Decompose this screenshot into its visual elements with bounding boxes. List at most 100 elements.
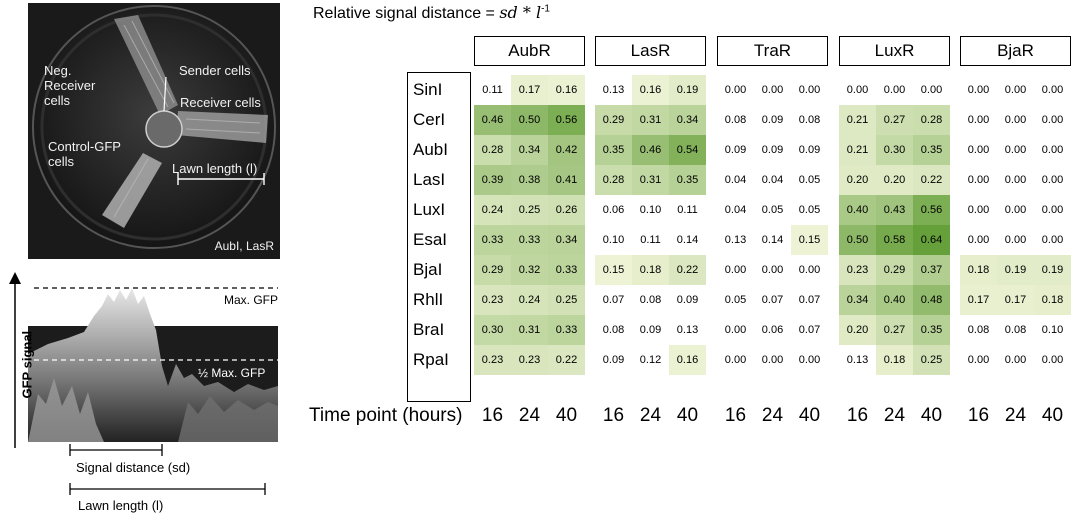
value-cell: 0.19 — [669, 75, 706, 105]
value-cell: 0.09 — [798, 144, 821, 156]
value-cell: 0.34 — [548, 225, 585, 255]
value-cell: 0.04 — [724, 174, 747, 186]
value-cell: 0.10 — [1041, 324, 1064, 336]
value-cell: 0.00 — [967, 84, 990, 96]
value-cell: 0.22 — [669, 255, 706, 285]
value-cell: 0.48 — [913, 285, 950, 315]
sender-label-luxi: LuxI — [413, 200, 446, 219]
value-cell: 0.00 — [724, 264, 747, 276]
value-cell: 0.00 — [1041, 354, 1064, 366]
value-cell: 0.07 — [602, 294, 625, 306]
value-cell: 0.31 — [632, 165, 669, 195]
value-cell: 0.42 — [548, 135, 585, 165]
value-cell: 0.30 — [474, 315, 511, 345]
time-point-tick: 40 — [555, 405, 578, 426]
value-cell: 0.10 — [639, 204, 662, 216]
value-cell: 0.00 — [1004, 204, 1027, 216]
value-cell: 0.28 — [474, 135, 511, 165]
value-cell: 0.18 — [960, 255, 997, 285]
value-cell: 0.11 — [640, 234, 661, 246]
value-cell: 0.16 — [669, 345, 706, 375]
value-cell: 0.00 — [920, 84, 943, 96]
value-cell: 0.35 — [595, 135, 632, 165]
plot-axes — [9, 272, 266, 495]
value-cell: 0.56 — [548, 105, 585, 135]
time-point-tick: 24 — [1004, 405, 1027, 426]
time-point-tick: 16 — [846, 405, 869, 426]
value-cell: 0.29 — [876, 255, 913, 285]
photo-corner-label: AubI, LasR — [214, 239, 274, 253]
value-cell: 0.20 — [839, 165, 876, 195]
sender-column-box — [407, 72, 471, 402]
plate-photo: Neg. Receiver cells Sender cells Receive… — [28, 3, 280, 259]
sender-label-aubi: AubI — [413, 140, 448, 159]
value-cell: 0.32 — [511, 255, 548, 285]
value-cell: 0.27 — [876, 105, 913, 135]
max-gfp-label: Max. GFP — [224, 293, 279, 307]
value-cell: 0.00 — [798, 264, 821, 276]
value-cell: 0.00 — [967, 354, 990, 366]
value-cell: 0.25 — [913, 345, 950, 375]
value-cell: 0.25 — [511, 195, 548, 225]
sender-label-bjai: BjaI — [413, 260, 443, 279]
value-cell: 0.05 — [798, 174, 821, 186]
value-cell: 0.09 — [724, 144, 747, 156]
value-cell: 0.41 — [548, 165, 585, 195]
value-cell: 0.10 — [602, 234, 625, 246]
value-cell: 0.12 — [639, 354, 662, 366]
value-cell: 0.04 — [761, 174, 784, 186]
value-cell: 0.29 — [474, 255, 511, 285]
value-cell: 0.11 — [677, 204, 698, 216]
control-label: Control-GFP cells — [48, 139, 121, 169]
value-cell: 0.00 — [967, 204, 990, 216]
receiver-header-bjar: BjaR — [960, 36, 1071, 66]
value-cell: 0.23 — [474, 345, 511, 375]
value-cell: 0.37 — [913, 255, 950, 285]
value-cell: 0.00 — [798, 354, 821, 366]
value-cell: 0.20 — [839, 315, 876, 345]
value-cell: 0.34 — [511, 135, 548, 165]
value-cell: 0.31 — [511, 315, 548, 345]
receiver-header-trar: TraR — [717, 36, 828, 66]
value-cell: 0.19 — [1034, 255, 1071, 285]
value-cell: 0.56 — [913, 195, 950, 225]
value-cell: 0.23 — [839, 255, 876, 285]
value-cell: 0.18 — [632, 255, 669, 285]
value-cell: 0.08 — [724, 114, 747, 126]
value-cell: 0.00 — [724, 84, 747, 96]
formula-exponent: -1 — [541, 3, 550, 15]
value-cell: 0.09 — [761, 114, 784, 126]
receiver-label: Receiver cells — [180, 95, 261, 110]
sender-label-ceri: CerI — [413, 110, 446, 129]
value-cell: 0.64 — [913, 225, 950, 255]
value-cell: 0.22 — [548, 345, 585, 375]
value-cell: 0.15 — [595, 255, 632, 285]
value-cell: 0.09 — [676, 294, 699, 306]
value-cell: 0.05 — [761, 204, 784, 216]
value-cell: 0.00 — [724, 324, 747, 336]
value-cell: 0.25 — [548, 285, 585, 315]
value-cell: 0.08 — [602, 324, 625, 336]
value-cell: 0.00 — [967, 114, 990, 126]
time-point-tick: 16 — [602, 405, 625, 426]
value-cell: 0.09 — [639, 324, 662, 336]
value-cell: 0.29 — [595, 105, 632, 135]
value-cell: 0.18 — [1034, 285, 1071, 315]
lawn-length-label: Lawn length (l) — [172, 161, 258, 176]
value-cell: 0.00 — [761, 84, 784, 96]
value-cell: 0.00 — [883, 84, 906, 96]
value-cell: 0.33 — [474, 225, 511, 255]
value-cell: 0.07 — [798, 324, 821, 336]
sender-label-rhli: RhlI — [413, 290, 444, 309]
surface-illustration — [28, 287, 278, 442]
value-cell: 0.28 — [913, 105, 950, 135]
signal-distance-label: Signal distance (sd) — [76, 460, 191, 475]
sender-label-lasi: LasI — [413, 170, 446, 189]
time-point-tick: 24 — [883, 405, 906, 426]
sender-label-brai: BraI — [413, 320, 445, 339]
value-cell: 0.00 — [1004, 234, 1027, 246]
value-cell: 0.58 — [876, 225, 913, 255]
value-cell: 0.04 — [724, 204, 747, 216]
half-max-gfp-label: ½ Max. GFP — [198, 366, 266, 380]
value-cell: 0.00 — [798, 84, 821, 96]
